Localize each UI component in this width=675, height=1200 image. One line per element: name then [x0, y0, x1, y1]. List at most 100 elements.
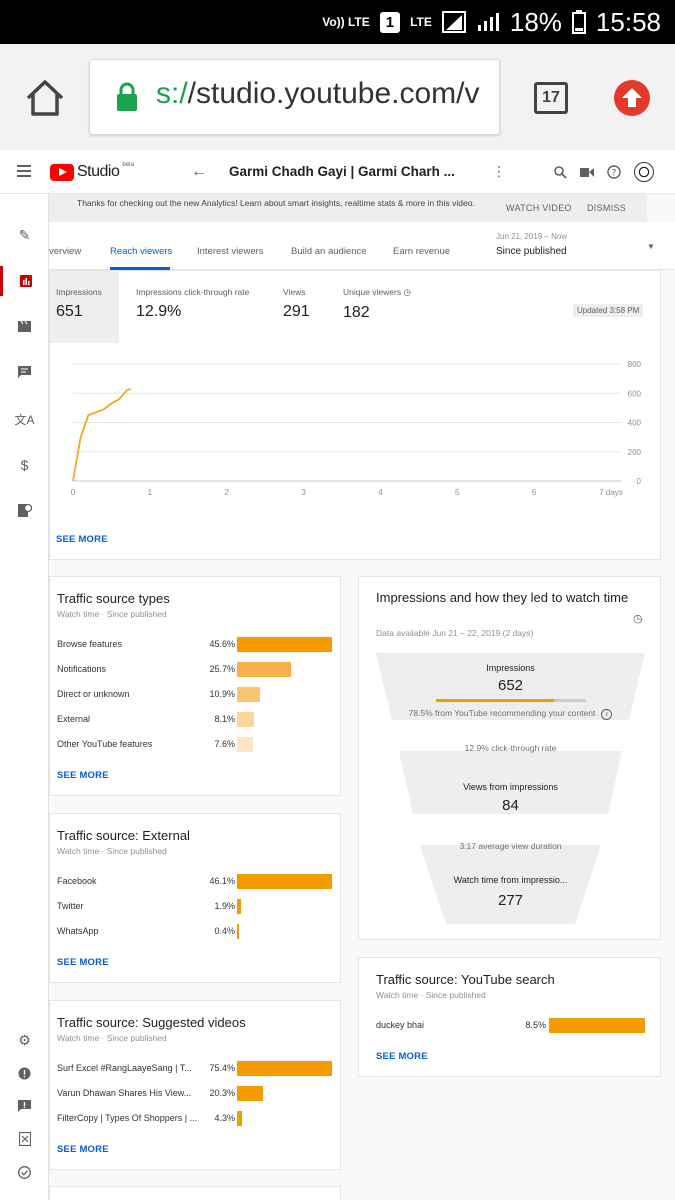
kpi-impressions[interactable]: Impressions 651	[50, 271, 119, 343]
sidebar-item-editor[interactable]	[0, 311, 49, 341]
row-percent: 8.1%	[214, 714, 235, 724]
bar	[237, 687, 260, 702]
row-name: Other YouTube features	[57, 739, 153, 749]
card-title: Traffic source types	[57, 591, 170, 606]
update-icon[interactable]	[614, 80, 650, 116]
list-item[interactable]: Direct or unknown 10.9%	[57, 687, 327, 703]
y-tick-label: 200	[628, 448, 642, 457]
row-percent: 7.6%	[214, 739, 235, 749]
more-options-icon[interactable]: ⋮	[492, 163, 506, 179]
date-range-picker[interactable]: Jun 21, 2019 – Now Since published	[496, 232, 567, 257]
row-percent: 0.4%	[214, 926, 235, 936]
x-tick-label: 6	[532, 488, 537, 497]
card-subtitle: Watch time · Since published	[57, 846, 167, 856]
see-more-link[interactable]: SEE MORE	[57, 957, 109, 968]
row-percent: 75.4%	[209, 1063, 235, 1073]
comment-icon	[18, 366, 31, 378]
sidebar-item-check[interactable]	[0, 1157, 49, 1187]
translate-icon: 文A	[14, 412, 35, 427]
sidebar-item-edit[interactable]: ✎	[0, 220, 49, 250]
battery-icon	[571, 10, 586, 34]
tab-earn-revenue[interactable]: Earn revenue	[393, 246, 451, 257]
bar	[237, 1086, 263, 1101]
url-bar[interactable]: s://studio.youtube.com/v	[89, 59, 500, 135]
tab-build-audience[interactable]: Build an audience	[291, 246, 367, 257]
bar	[237, 737, 253, 752]
list-item[interactable]: Notifications 25.7%	[57, 662, 327, 678]
sidebar-item-issues[interactable]	[0, 1058, 49, 1088]
sidebar-item-monetization[interactable]: $	[0, 450, 49, 480]
feedback-icon	[18, 1100, 31, 1112]
x-tick-label: 0	[71, 488, 76, 497]
see-more-link[interactable]: SEE MORE	[57, 770, 109, 781]
sidebar-item-feedback[interactable]	[0, 1091, 49, 1121]
copyright-icon	[17, 503, 32, 517]
tab-overview[interactable]: verview	[49, 246, 82, 257]
lock-icon	[117, 82, 137, 111]
list-item[interactable]: Varun Dhawan Shares His View... 20.3%	[57, 1086, 327, 1102]
studio-logo[interactable]: Studio beta	[50, 162, 134, 181]
x-tick-label: 5	[455, 488, 460, 497]
back-arrow-icon[interactable]: ←	[191, 163, 207, 180]
traffic-external-card: Traffic source: External Watch time · Si…	[49, 813, 341, 983]
volte-indicator: Vo)) LTE	[322, 15, 370, 29]
list-item[interactable]: Browse features 45.6%	[57, 637, 332, 653]
search-icon[interactable]	[554, 165, 567, 179]
tab-reach-viewers[interactable]: Reach viewers	[110, 246, 173, 257]
menu-icon[interactable]	[17, 165, 31, 177]
x-tick-label: 4	[378, 488, 383, 497]
clock-icon: ◷	[403, 287, 411, 297]
sidebar-item-settings[interactable]: ⚙	[0, 1025, 49, 1055]
info-icon[interactable]: i	[601, 709, 613, 720]
tab-interest-viewers[interactable]: Interest viewers	[197, 246, 264, 257]
list-item[interactable]: duckey bhai 8.5%	[376, 1018, 646, 1034]
sidebar-item-classic[interactable]	[0, 1124, 49, 1154]
list-item[interactable]: FilterCopy | Types Of Shoppers | ... 4.3%	[57, 1111, 327, 1127]
list-item[interactable]: Twitter 1.9%	[57, 899, 327, 915]
tab-switcher-button[interactable]: 17	[534, 82, 568, 114]
watch-video-button[interactable]: WATCH VIDEO	[506, 203, 572, 213]
youtube-play-icon	[50, 163, 74, 181]
sidebar-item-comments[interactable]	[0, 357, 49, 387]
sidebar-item-translations[interactable]: 文A	[0, 404, 49, 434]
create-video-icon[interactable]	[580, 167, 594, 178]
y-tick-label: 0	[637, 477, 642, 486]
funnel-avd-note: 3:17 average view duration	[459, 841, 562, 851]
sidebar-item-analytics[interactable]	[0, 266, 49, 296]
funnel-watch-label: Watch time from impressio...	[453, 875, 568, 885]
bar	[237, 637, 332, 652]
battery-percent: 18%	[509, 6, 562, 37]
kpi-views[interactable]: Views 291	[283, 287, 310, 320]
bar	[549, 1018, 645, 1033]
list-item[interactable]: Other YouTube features 7.6%	[57, 737, 327, 753]
list-item[interactable]: Facebook 46.1%	[57, 874, 332, 890]
bar	[237, 1061, 332, 1076]
see-more-link[interactable]: SEE MORE	[376, 1051, 428, 1062]
clock-icon: ◷	[633, 613, 643, 625]
active-tab-indicator	[110, 267, 170, 270]
list-item[interactable]: External 8.1%	[57, 712, 327, 728]
kpi-ctr[interactable]: Impressions click-through rate 12.9%	[136, 287, 250, 320]
row-percent: 10.9%	[209, 689, 235, 699]
dollar-icon: $	[20, 457, 29, 473]
list-item[interactable]: Surf Excel #RangLaayeSang | T... 75.4%	[57, 1061, 332, 1077]
x-tick-label: 3	[301, 488, 306, 497]
date-range: Jun 21, 2019 – Now	[496, 232, 568, 241]
help-icon[interactable]: ?	[607, 165, 621, 179]
dismiss-button[interactable]: DISMISS	[587, 203, 627, 213]
see-more-link[interactable]: SEE MORE	[57, 1144, 109, 1155]
impressions-funnel-card: Impressions and how they led to watch ti…	[358, 576, 661, 940]
traffic-search-card: Traffic source: YouTube search Watch tim…	[358, 957, 661, 1077]
analytics-notice: Thanks for checking out the new Analytic…	[49, 194, 647, 222]
kpi-unique-viewers[interactable]: Unique viewers ◷ 182	[343, 287, 411, 321]
avatar[interactable]	[634, 162, 654, 182]
funnel-views-label: Views from impressions	[463, 782, 558, 792]
list-item[interactable]: WhatsApp 0.4%	[57, 924, 327, 940]
card-title: Traffic source: Suggested videos	[57, 1015, 246, 1030]
badge-alert-icon	[18, 1067, 31, 1079]
see-more-link[interactable]: SEE MORE	[56, 534, 108, 545]
home-icon[interactable]	[24, 78, 66, 118]
row-name: FilterCopy | Types Of Shoppers | ...	[57, 1113, 198, 1123]
sidebar-item-copyright[interactable]	[0, 495, 49, 525]
dropdown-caret-icon[interactable]: ▼	[647, 242, 655, 251]
